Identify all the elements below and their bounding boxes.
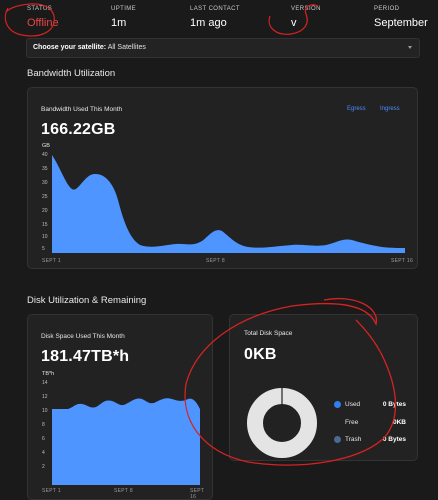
uptime-value: 1m (111, 17, 127, 29)
bw-y-tick: 10 (42, 234, 48, 240)
disk-x-tick: SEPT 16 (190, 488, 205, 500)
disk-y-tick: 12 (42, 394, 48, 400)
bandwidth-total: 166.22GB (41, 121, 116, 138)
disk-y-tick: 2 (42, 464, 45, 470)
bandwidth-panel: Bandwidth Used This Month Egress Ingress… (27, 87, 418, 269)
bandwidth-unit: GB (42, 143, 50, 149)
last-contact-value: 1m ago (190, 17, 227, 29)
bw-y-tick: 35 (42, 166, 48, 172)
disk-y-tick: 10 (42, 408, 48, 414)
uptime-label: UPTIME (111, 6, 137, 12)
disk-area-chart (52, 398, 200, 485)
disk-y-tick: 8 (42, 422, 45, 428)
bandwidth-area (52, 155, 405, 253)
uptime-stat: UPTIME 1m (111, 6, 136, 29)
bw-x-tick: SEPT 16 (391, 258, 414, 264)
used-legend-value: 0 Bytes (382, 401, 406, 408)
status-annotation-circle (4, 3, 55, 37)
bandwidth-panel-label: Bandwidth Used This Month (41, 106, 123, 113)
total-disk-label: Total Disk Space (244, 330, 293, 337)
bw-x-tick: SEPT 1 (42, 258, 61, 264)
version-value: v (291, 17, 297, 29)
trash-legend-value: 0 Bytes (382, 436, 406, 443)
disk-y-tick: 14 (42, 380, 48, 386)
egress-legend-link[interactable]: Egress (347, 106, 366, 112)
satellite-dropdown-value: All Satellites (107, 44, 146, 51)
bandwidth-area-chart (52, 155, 405, 253)
bw-y-tick: 40 (42, 152, 48, 158)
free-legend-value: 0KB (392, 419, 406, 426)
status-stat: STATUS Offline (27, 6, 59, 29)
bandwidth-section-title: Bandwidth Utilization (27, 68, 116, 79)
bw-y-tick: 15 (42, 222, 48, 228)
disk-panel-label: Disk Space Used This Month (41, 333, 125, 340)
disk-x-tick: SEPT 8 (114, 488, 133, 494)
version-annotation-circle (268, 4, 319, 35)
disk-total: 181.47TB*h (41, 348, 130, 365)
bw-y-tick: 5 (42, 246, 45, 252)
period-label: PERIOD (374, 6, 400, 12)
disk-y-tick: 6 (42, 436, 45, 442)
ingress-legend-link[interactable]: Ingress (380, 106, 400, 112)
period-value: September (374, 17, 428, 29)
satellite-dropdown[interactable]: Choose your satellite: All Satellites (26, 38, 420, 58)
bw-x-tick: SEPT 8 (206, 258, 225, 264)
bw-y-tick: 25 (42, 194, 48, 200)
total-disk-value: 0KB (244, 346, 277, 363)
disk-area (52, 398, 200, 485)
disk-used-panel: Disk Space Used This Month 181.47TB*h TB… (27, 314, 213, 500)
disk-unit: TB*h (42, 371, 55, 377)
disk-y-tick: 4 (42, 450, 45, 456)
status-label: STATUS (27, 6, 53, 12)
last-contact-stat: LAST CONTACT 1m ago (190, 6, 240, 29)
last-contact-label: LAST CONTACT (190, 6, 240, 12)
chevron-down-icon (408, 46, 412, 49)
free-legend-label: Free (345, 419, 359, 426)
trash-legend-dot (334, 436, 341, 443)
bw-y-tick: 30 (42, 180, 48, 186)
disk-donut-chart (247, 388, 317, 458)
used-legend-label: Used (345, 401, 361, 408)
used-legend-dot (334, 401, 341, 408)
total-disk-panel: Total Disk Space 0KB Used 0 Bytes Free 0… (229, 314, 418, 461)
status-value: Offline (27, 17, 59, 29)
bw-y-tick: 20 (42, 208, 48, 214)
satellite-dropdown-label: Choose your satellite: (33, 44, 107, 51)
disk-x-tick: SEPT 1 (42, 488, 61, 494)
disk-section-title: Disk Utilization & Remaining (27, 295, 147, 306)
trash-legend-label: Trash (345, 436, 362, 443)
total-disk-annotation-circle (184, 298, 397, 466)
period-stat: PERIOD September (374, 6, 428, 29)
